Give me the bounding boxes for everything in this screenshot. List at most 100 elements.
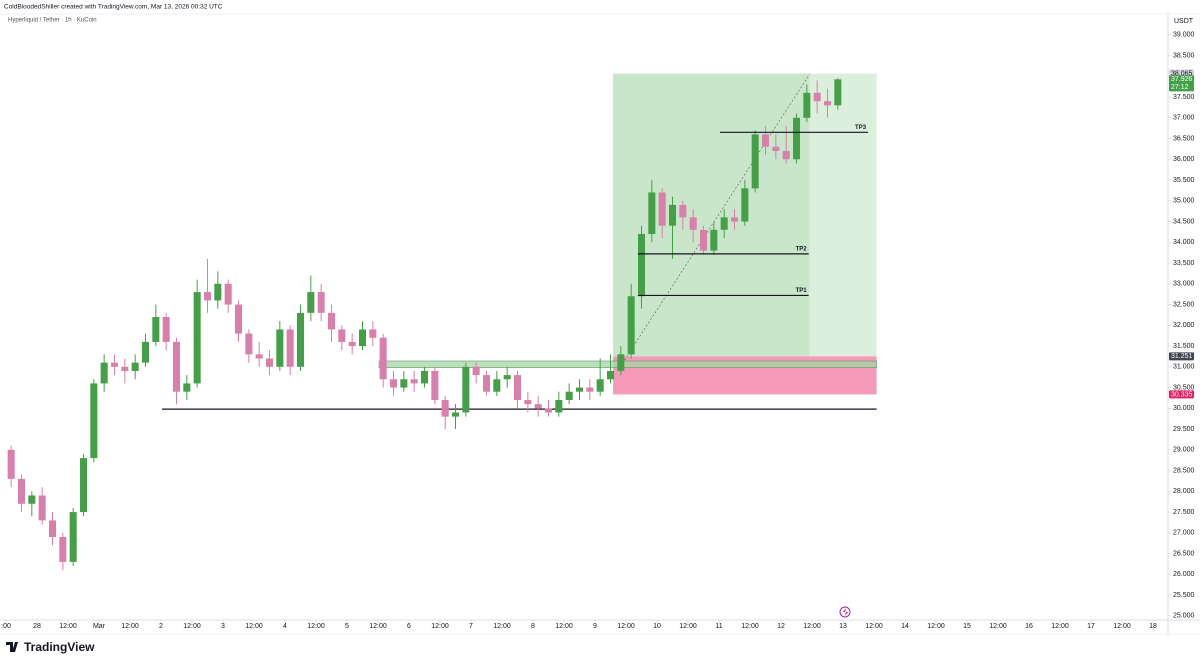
candle-body xyxy=(493,379,501,392)
y-tick-label: 26.000 xyxy=(1173,571,1195,578)
candle-body xyxy=(803,92,811,118)
candle-body xyxy=(637,233,646,297)
candle-body xyxy=(234,304,243,334)
y-tick-label: 36.500 xyxy=(1173,135,1195,142)
candle-body xyxy=(462,366,470,413)
candle-body xyxy=(162,317,170,342)
y-tick-label: 28.500 xyxy=(1173,467,1195,474)
candle-body xyxy=(110,362,119,367)
event-icon xyxy=(839,606,851,618)
y-tick-label: 32.000 xyxy=(1173,322,1195,329)
y-tick-label: 29.000 xyxy=(1173,447,1195,454)
candle-body xyxy=(782,150,790,160)
x-tick-label: 12:00 xyxy=(493,623,511,630)
last-price-label-bg xyxy=(1169,75,1194,92)
x-tick-label: 2 xyxy=(159,623,163,630)
y-tick-label: 30.500 xyxy=(1173,384,1195,391)
y-tick-label: 25.000 xyxy=(1173,613,1195,620)
candle-body xyxy=(358,329,367,347)
price-label-bg xyxy=(1169,390,1194,399)
candle-body xyxy=(524,400,532,405)
x-tick-label: 11 xyxy=(715,623,722,630)
candle-body xyxy=(183,383,191,392)
candle-body xyxy=(79,458,88,513)
candle-body xyxy=(141,341,150,363)
tp-label: TP3 xyxy=(855,125,867,131)
x-tick-label: 12:00 xyxy=(121,623,139,630)
x-tick-label: 13 xyxy=(839,623,847,630)
brand-logo: TradingView xyxy=(6,640,95,654)
y-tick-label: 35.000 xyxy=(1173,198,1195,205)
y-tick-label: 31.000 xyxy=(1173,364,1195,371)
x-tick-label: 12:00 xyxy=(59,623,77,630)
candle-body xyxy=(276,329,284,367)
x-tick-label: 12:00 xyxy=(741,623,759,630)
candle-body xyxy=(596,379,604,392)
candle-body xyxy=(90,383,98,459)
x-tick-label: 12:00 xyxy=(1113,623,1131,630)
candle-body xyxy=(761,134,770,147)
y-tick-label: 37.000 xyxy=(1173,115,1195,122)
x-tick-label: 12:00 xyxy=(555,623,573,630)
candle-body xyxy=(69,512,77,562)
tp-label: TP2 xyxy=(796,246,808,252)
candle-body xyxy=(710,229,718,251)
event-bolt xyxy=(843,608,848,616)
candle-body xyxy=(772,146,780,151)
candle-body xyxy=(152,317,160,342)
candle-body xyxy=(606,370,615,380)
candle-body xyxy=(627,296,635,355)
candle-body xyxy=(286,329,294,367)
candle-body xyxy=(513,375,522,401)
candle-body xyxy=(172,341,181,392)
last-price-label: 37.926 xyxy=(1171,76,1193,83)
candle-body xyxy=(193,292,201,384)
candle-body xyxy=(441,400,449,417)
x-tick-label: 12:00 xyxy=(617,623,635,630)
candle-body xyxy=(586,387,594,392)
x-tick-label: 8 xyxy=(531,623,535,630)
candle-body xyxy=(369,329,377,338)
candle-body xyxy=(379,337,387,380)
x-tick-label: 15 xyxy=(963,623,971,630)
candle-body xyxy=(224,283,232,305)
candle-body xyxy=(565,391,573,401)
candle-body xyxy=(472,366,480,376)
candle-body xyxy=(245,333,253,355)
tp-label: TP1 xyxy=(796,288,808,294)
y-tick-label: 29.500 xyxy=(1173,426,1195,433)
candle-body xyxy=(544,408,553,413)
candle-body xyxy=(751,134,759,189)
candle-body xyxy=(823,101,832,106)
candle-body xyxy=(813,92,821,102)
candle-body xyxy=(730,217,739,222)
candle-body xyxy=(7,449,15,479)
candle-body xyxy=(348,341,356,347)
x-tick-label: 12:00 xyxy=(431,623,449,630)
y-tick-label: 33.000 xyxy=(1173,281,1195,288)
candle-body xyxy=(720,217,728,230)
candle-body xyxy=(555,400,563,413)
x-tick-label: 14 xyxy=(901,623,909,630)
candle-body xyxy=(265,358,274,367)
y-tick-label: 27.500 xyxy=(1173,509,1195,516)
x-tick-label: 28 xyxy=(33,623,41,630)
brand-name: TradingView xyxy=(24,640,95,654)
candle-body xyxy=(834,79,842,106)
price-label: 30.335 xyxy=(1171,391,1193,398)
candle-body xyxy=(389,379,398,388)
profit-zone-extension xyxy=(809,73,877,357)
candle-body xyxy=(689,217,697,230)
candle-body xyxy=(617,354,625,371)
profit-zone xyxy=(613,73,810,357)
y-tick-label: 38.500 xyxy=(1173,52,1195,59)
y-tick-label: 36.000 xyxy=(1173,156,1195,163)
candle-body xyxy=(327,312,336,330)
x-tick-label: :00 xyxy=(1,623,11,630)
event-circle xyxy=(839,606,851,618)
chart-title: ColdBloodedShiller created with TradingV… xyxy=(4,4,223,11)
logo-icon xyxy=(6,642,18,652)
y-tick-label: 26.500 xyxy=(1173,550,1195,557)
candle-body xyxy=(410,379,418,384)
candle-body xyxy=(451,412,460,417)
